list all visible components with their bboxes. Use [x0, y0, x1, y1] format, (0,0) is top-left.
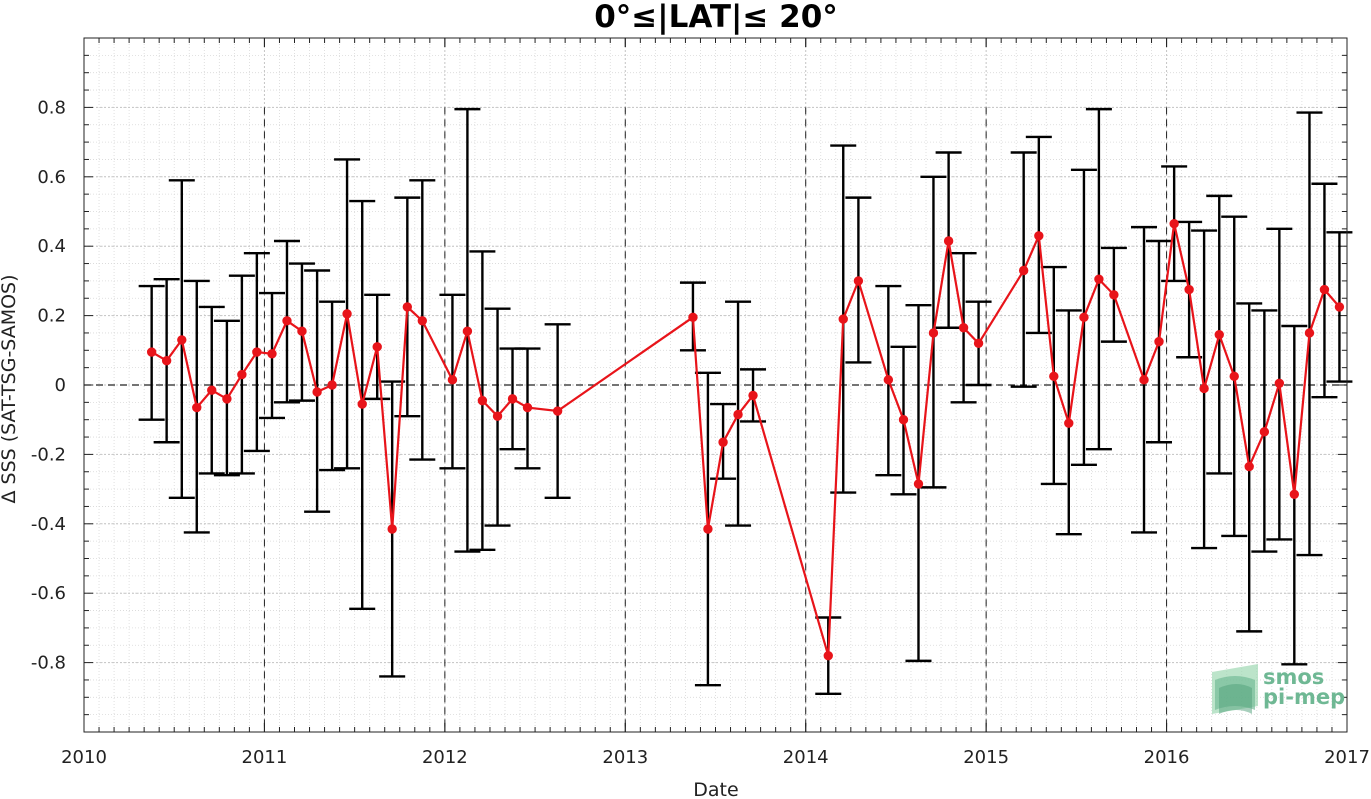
- data-point: [372, 342, 382, 352]
- y-tick-label: -0.6: [31, 583, 66, 604]
- data-point: [718, 437, 728, 447]
- data-point: [1229, 371, 1239, 382]
- data-point: [1064, 418, 1074, 428]
- y-tick-label: 0.6: [37, 167, 66, 188]
- data-point: [1244, 461, 1254, 472]
- data-point: [507, 394, 518, 404]
- data-point: [1018, 265, 1029, 276]
- data-point: [327, 380, 337, 390]
- data-point: [958, 323, 969, 333]
- x-tick-label: 2010: [61, 747, 107, 768]
- data-point: [1109, 290, 1119, 300]
- data-point: [1319, 284, 1330, 295]
- y-tick-label: -0.4: [31, 514, 66, 535]
- series-markers: [146, 218, 1345, 661]
- x-tick-label: 2014: [783, 747, 829, 768]
- data-point: [823, 650, 833, 661]
- data-point: [1154, 336, 1164, 347]
- data-point: [237, 369, 247, 380]
- data-point: [207, 385, 217, 395]
- data-point: [177, 335, 187, 345]
- chart-title: 0°≤|LAT|≤ 20°: [594, 0, 838, 35]
- x-tick-label: 2011: [242, 747, 288, 768]
- y-tick-label: -0.8: [31, 653, 66, 674]
- data-point: [522, 402, 533, 413]
- data-point: [943, 236, 954, 246]
- x-tick-label: 2017: [1324, 747, 1370, 768]
- logo-line2: pi-mep: [1263, 685, 1345, 709]
- data-point: [703, 524, 713, 534]
- data-point: [1079, 312, 1089, 323]
- x-tick-labels: 2010 2011 2012 2013 2014 2015 2016 2017: [61, 747, 1370, 768]
- data-point: [417, 316, 428, 326]
- data-point: [297, 326, 307, 336]
- data-point: [1259, 427, 1270, 437]
- data-point: [1139, 375, 1149, 385]
- data-point: [312, 387, 322, 397]
- data-point: [688, 312, 698, 323]
- data-point: [1334, 302, 1345, 312]
- data-point: [898, 415, 909, 425]
- data-point: [342, 309, 352, 319]
- smos-pi-mep-logo: smos pi-mep: [1212, 664, 1345, 714]
- data-point: [252, 347, 262, 357]
- data-point: [1184, 284, 1194, 295]
- data-point: [853, 276, 864, 286]
- data-point: [1034, 231, 1044, 241]
- y-tick-label: 0.8: [37, 97, 66, 118]
- y-tick-label: -0.2: [31, 444, 66, 465]
- y-tick-label: 0.2: [37, 306, 66, 327]
- year-separator-lines: [263, 107, 1168, 732]
- data-point: [402, 302, 413, 312]
- data-point: [1274, 378, 1285, 388]
- data-point: [477, 395, 488, 406]
- data-point: [838, 314, 848, 324]
- x-tick-label: 2012: [422, 747, 468, 768]
- data-point: [1199, 383, 1209, 394]
- data-point: [161, 356, 172, 366]
- data-point: [387, 524, 397, 534]
- x-tick-label: 2013: [602, 747, 648, 768]
- logo-waves-icon: [1212, 664, 1258, 714]
- data-point: [883, 375, 894, 385]
- data-point: [1289, 489, 1300, 500]
- data-point: [1304, 328, 1315, 338]
- y-tick-label: 0: [55, 375, 66, 396]
- data-point: [1214, 329, 1224, 340]
- x-tick-label: 2015: [963, 747, 1009, 768]
- data-point: [913, 479, 924, 489]
- data-point: [282, 316, 292, 326]
- plot-frame: [83, 37, 1348, 733]
- data-point: [928, 328, 939, 338]
- y-tick-labels: -0.8 -0.6 -0.4 -0.2 0 0.2 0.4 0.6 0.8: [31, 97, 66, 673]
- y-axis-title: Δ SSS (SAT-TSG-SAMOS): [0, 274, 20, 503]
- data-point: [1094, 274, 1104, 284]
- y-tick-label: 0.4: [37, 236, 66, 257]
- data-point: [1169, 218, 1179, 229]
- data-point: [357, 399, 367, 409]
- data-point: [748, 390, 758, 401]
- data-point: [492, 411, 503, 421]
- data-point: [462, 326, 473, 336]
- data-point: [222, 394, 232, 404]
- data-point: [733, 409, 743, 420]
- x-tick-label: 2016: [1144, 747, 1190, 768]
- x-axis-title: Date: [693, 779, 738, 799]
- data-point: [146, 347, 157, 357]
- data-point: [973, 338, 984, 349]
- data-point: [192, 402, 202, 413]
- data-point: [447, 375, 458, 385]
- data-point: [1049, 371, 1059, 382]
- series-line: [151, 223, 1341, 657]
- data-point: [552, 406, 563, 416]
- logo-line1: smos: [1263, 665, 1324, 689]
- data-point: [267, 349, 277, 359]
